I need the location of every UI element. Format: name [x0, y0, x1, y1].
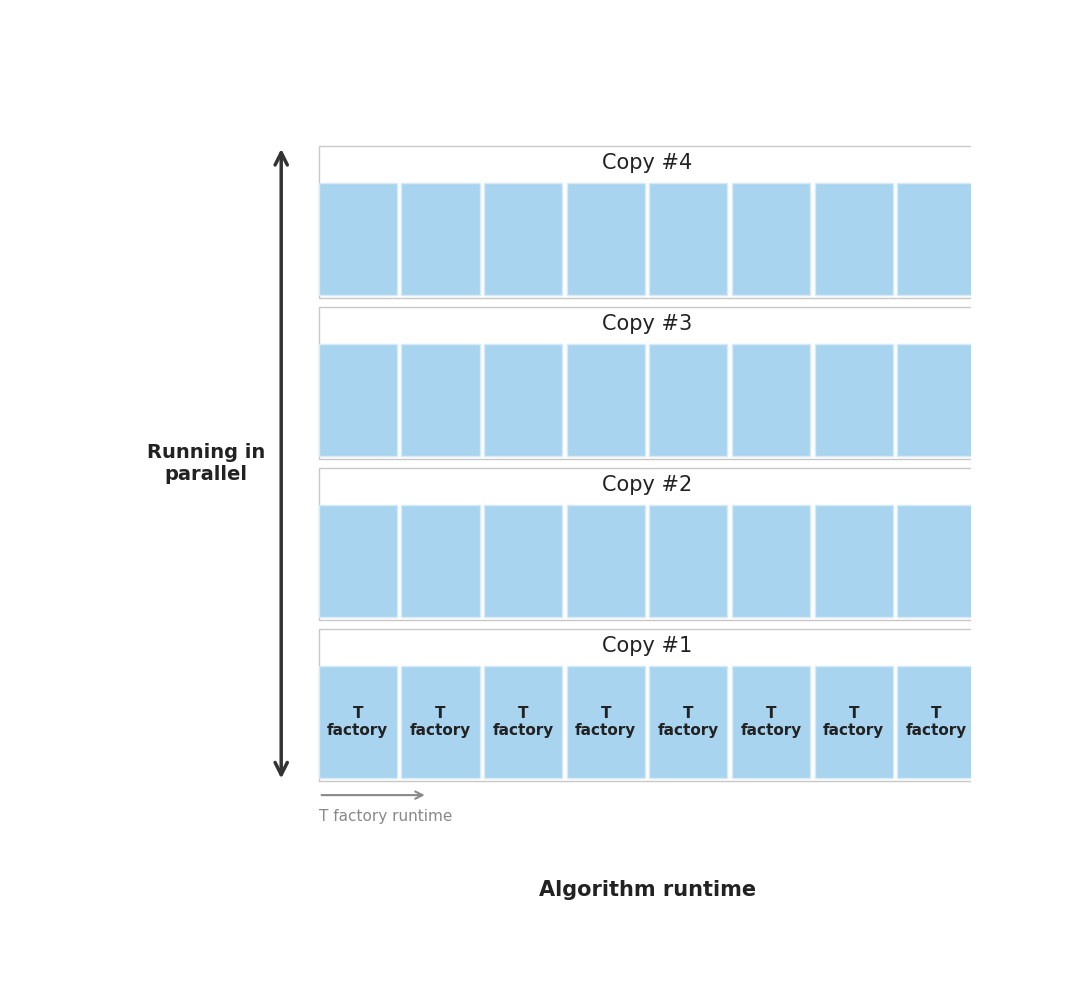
Text: factory: factory	[823, 723, 885, 738]
Text: T: T	[353, 706, 364, 722]
Text: factory: factory	[575, 723, 637, 738]
Text: factory: factory	[327, 723, 388, 738]
Bar	[815, 183, 892, 295]
Bar	[732, 183, 810, 295]
Bar	[319, 629, 975, 781]
Bar	[484, 344, 562, 456]
Bar	[319, 307, 975, 459]
Bar	[815, 344, 892, 456]
Bar	[484, 183, 562, 295]
Bar	[401, 344, 479, 456]
Bar	[898, 666, 975, 778]
Bar	[898, 505, 975, 617]
Bar	[732, 344, 810, 456]
Bar	[319, 344, 397, 456]
Bar	[815, 666, 892, 778]
Text: Copy #4: Copy #4	[602, 153, 693, 173]
Bar	[650, 505, 727, 617]
Text: Copy #2: Copy #2	[602, 475, 693, 495]
Text: T: T	[601, 706, 611, 722]
Text: T: T	[931, 706, 942, 722]
Text: factory: factory	[492, 723, 554, 738]
Bar	[401, 183, 479, 295]
Bar	[319, 468, 975, 620]
Text: T: T	[683, 706, 694, 722]
Bar	[732, 666, 810, 778]
Bar	[319, 183, 397, 295]
Text: Algorithm runtime: Algorithm runtime	[538, 880, 755, 901]
Bar	[650, 183, 727, 295]
Bar	[484, 666, 562, 778]
Text: factory: factory	[905, 723, 967, 738]
Text: Copy #1: Copy #1	[602, 636, 693, 656]
Text: factory: factory	[740, 723, 802, 738]
Bar	[319, 505, 397, 617]
Bar	[401, 505, 479, 617]
Bar	[650, 666, 727, 778]
Bar	[898, 344, 975, 456]
Text: T: T	[848, 706, 859, 722]
Bar	[566, 505, 645, 617]
Bar	[898, 183, 975, 295]
Text: Copy #3: Copy #3	[602, 314, 693, 334]
Bar	[484, 505, 562, 617]
Bar	[319, 146, 975, 298]
Bar	[566, 666, 645, 778]
Text: factory: factory	[410, 723, 472, 738]
Bar	[566, 183, 645, 295]
Bar	[650, 344, 727, 456]
Bar	[401, 666, 479, 778]
Bar	[815, 505, 892, 617]
Text: T: T	[435, 706, 446, 722]
Text: T factory runtime: T factory runtime	[319, 809, 452, 824]
Text: T: T	[518, 706, 529, 722]
Text: T: T	[766, 706, 776, 722]
Text: factory: factory	[658, 723, 719, 738]
Bar	[732, 505, 810, 617]
Bar	[566, 344, 645, 456]
Text: Running in
parallel: Running in parallel	[147, 443, 265, 484]
Bar	[319, 666, 397, 778]
